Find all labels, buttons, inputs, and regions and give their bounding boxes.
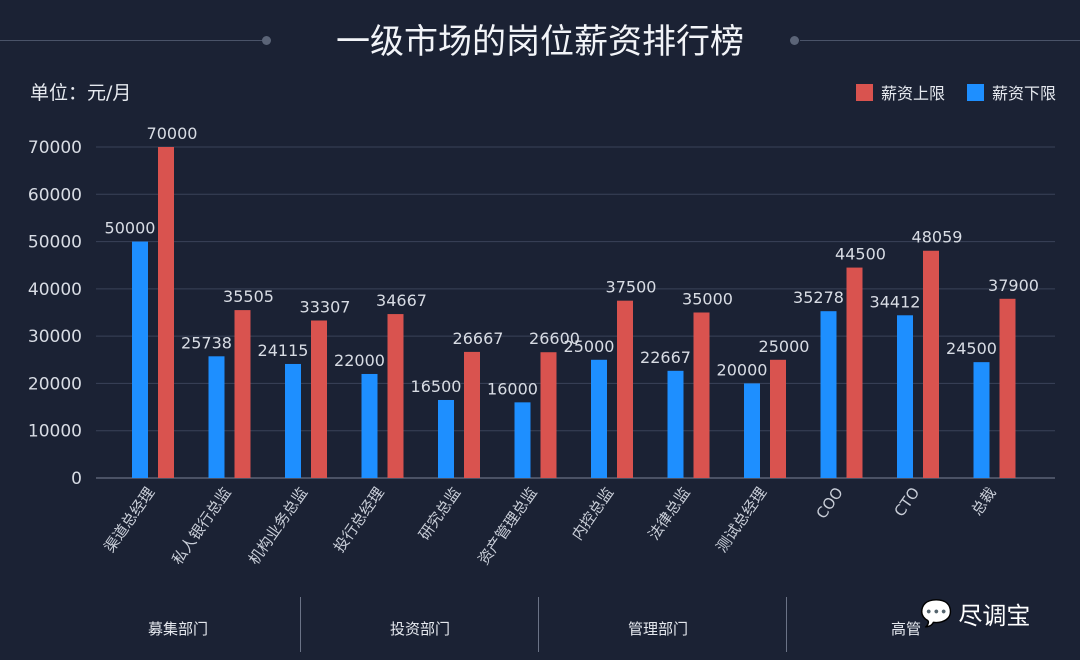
- data-label: 37500: [606, 278, 657, 297]
- bar-upper[interactable]: [999, 298, 1016, 478]
- data-label: 16500: [411, 377, 462, 396]
- legend-label-upper: 薪资上限: [880, 84, 945, 103]
- title-line-left: [0, 40, 262, 41]
- x-tick-label: 研究总监: [415, 484, 464, 543]
- department-separator: [300, 597, 301, 652]
- bar-upper[interactable]: [617, 300, 633, 478]
- data-label: 22000: [334, 351, 385, 370]
- y-tick-label: 30000: [28, 327, 82, 347]
- bar-upper[interactable]: [846, 267, 863, 478]
- bar-upper[interactable]: [158, 147, 174, 478]
- x-tick-label: CTO: [890, 484, 923, 520]
- bar-chart: 0 10000 20000 30000 40000 50000 60000 70000 5000…: [28, 124, 1055, 568]
- data-label: 25000: [759, 337, 810, 356]
- data-label: 48059: [912, 228, 963, 247]
- department-separator: [786, 597, 787, 652]
- bar-lower[interactable]: [514, 402, 531, 478]
- legend-item-upper[interactable]: 薪资上限: [855, 80, 945, 104]
- bar-lower[interactable]: [361, 373, 378, 478]
- bar-lower[interactable]: [591, 359, 607, 478]
- y-tick-label: 40000: [28, 280, 82, 300]
- bar-upper[interactable]: [923, 250, 939, 478]
- bar-lower[interactable]: [973, 362, 990, 478]
- legend-swatch-lower: [966, 83, 984, 101]
- y-tick-label: 70000: [28, 138, 82, 158]
- data-label: 35000: [682, 290, 733, 309]
- bar-lower[interactable]: [208, 356, 225, 478]
- department-separator: [538, 597, 539, 652]
- data-label: 35505: [223, 287, 274, 306]
- department-label: 投资部门: [389, 620, 450, 638]
- bar-upper[interactable]: [387, 314, 404, 478]
- x-tick-label: 资产管理总监: [474, 484, 540, 568]
- data-label: 44500: [835, 245, 886, 264]
- x-tick-label: 机构业务总监: [245, 484, 311, 568]
- y-tick-label: 10000: [28, 422, 82, 442]
- bar-lower[interactable]: [820, 311, 837, 478]
- bar-lower[interactable]: [438, 399, 454, 478]
- data-label: 34412: [870, 292, 921, 311]
- bar-upper[interactable]: [770, 359, 786, 478]
- data-label: 24115: [258, 341, 309, 360]
- data-label: 16000: [487, 379, 538, 398]
- data-label: 37900: [988, 276, 1039, 295]
- data-label: 20000: [717, 360, 768, 379]
- chart-title: 一级市场的岗位薪资排行榜: [336, 22, 744, 62]
- x-tick-label: 私人银行总监: [168, 484, 234, 568]
- data-label: 34667: [376, 291, 427, 310]
- bar-upper[interactable]: [693, 312, 710, 479]
- legend: 薪资上限 薪资下限: [855, 80, 1056, 104]
- data-label: 35278: [793, 288, 844, 307]
- x-tick-label: 测试总经理: [713, 484, 771, 556]
- department-label: 高管: [890, 620, 921, 638]
- bar-lower[interactable]: [744, 383, 760, 478]
- wechat-icon: 💬: [920, 598, 953, 629]
- data-label: 50000: [105, 219, 156, 238]
- y-tick-label: 20000: [28, 374, 82, 394]
- bar-lower[interactable]: [897, 315, 913, 478]
- y-tick-label: 0: [71, 469, 82, 489]
- x-tick-label: COO: [812, 484, 846, 522]
- x-tick-label: 投行总经理: [330, 484, 388, 556]
- title-dot-left: [262, 36, 271, 45]
- data-label: 25000: [564, 337, 615, 356]
- bar-upper[interactable]: [464, 351, 480, 478]
- data-label: 24500: [946, 339, 997, 358]
- y-tick-label: 50000: [28, 233, 82, 253]
- bar-lower[interactable]: [285, 363, 301, 478]
- department-label: 管理部门: [627, 620, 688, 638]
- data-label: 70000: [147, 124, 198, 143]
- title-line-right: [800, 40, 1080, 41]
- x-tick-label: 法律总监: [645, 484, 694, 543]
- data-label: 22667: [640, 348, 691, 367]
- x-tick-label: 总裁: [968, 484, 1000, 519]
- legend-item-lower[interactable]: 薪资下限: [966, 80, 1056, 104]
- watermark-text: 尽调宝: [958, 602, 1031, 630]
- bar-upper[interactable]: [311, 320, 327, 478]
- bar-lower[interactable]: [132, 241, 148, 478]
- title-dot-right: [790, 36, 799, 45]
- bar-lower[interactable]: [667, 370, 684, 478]
- bar-upper[interactable]: [540, 352, 557, 478]
- watermark: 💬 尽调宝: [920, 596, 1030, 631]
- x-tick-label: 渠道总经理: [101, 484, 159, 556]
- data-label: 25738: [181, 333, 232, 352]
- department-label: 募集部门: [147, 620, 208, 638]
- legend-swatch-upper: [855, 83, 873, 101]
- unit-label: 单位：元/月: [30, 82, 132, 104]
- x-tick-label: 内控总监: [568, 484, 617, 543]
- legend-label-lower: 薪资下限: [991, 84, 1056, 103]
- bar-upper[interactable]: [234, 310, 251, 478]
- y-tick-label: 60000: [28, 185, 82, 205]
- data-label: 26667: [453, 329, 504, 348]
- data-label: 26600: [529, 329, 580, 348]
- data-label: 33307: [300, 298, 351, 317]
